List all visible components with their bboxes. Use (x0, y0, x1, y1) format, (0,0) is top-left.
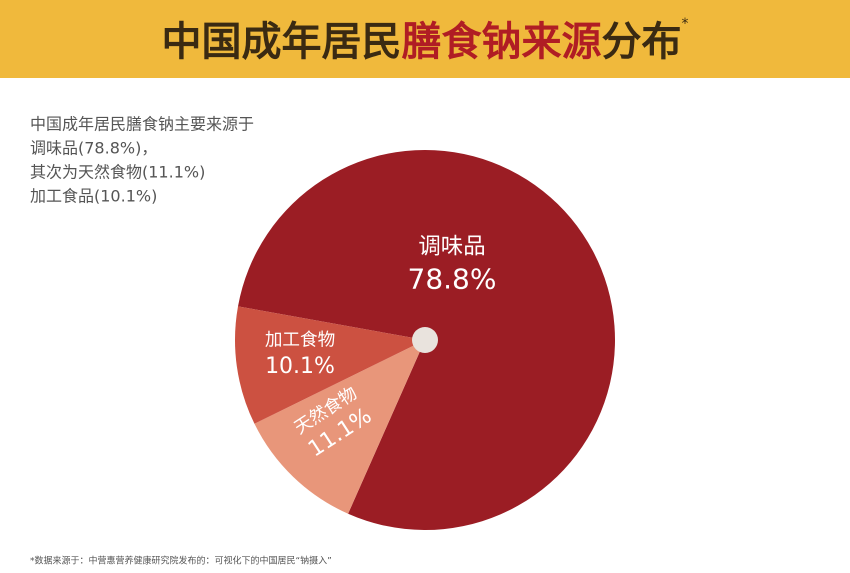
title: 中国成年居民膳食钠来源分布* (162, 16, 689, 65)
slice-label: 加工食物 10.1% (265, 331, 335, 379)
footnote: *数据来源于：中营惠营养健康研究院发布的：可视化下的中国居民“钠摄入” (30, 555, 332, 567)
description-line: 调味品(78.8%)， (30, 139, 157, 158)
value-label: 78.8% (408, 263, 497, 296)
category-label: 加工食物 (265, 331, 335, 351)
value-label: 10.1% (265, 354, 335, 379)
pie-center (412, 327, 438, 353)
description-line: 其次为天然食物(11.1%) (30, 163, 205, 182)
slice-label: 调味品 78.8% (408, 234, 497, 296)
pie-slice (254, 340, 425, 514)
title-mark: * (682, 16, 689, 32)
title-suffix: 分布 (602, 19, 682, 65)
category-label: 调味品 (418, 234, 485, 260)
description-line: 加工食品(10.1%) (30, 187, 157, 206)
description-line: 中国成年居民膳食钠主要来源于 (30, 115, 254, 134)
header-band (0, 0, 850, 78)
title-prefix: 中国成年居民 (162, 19, 402, 65)
title-highlight: 膳食钠来源 (402, 19, 602, 65)
pie-slice (235, 306, 425, 424)
